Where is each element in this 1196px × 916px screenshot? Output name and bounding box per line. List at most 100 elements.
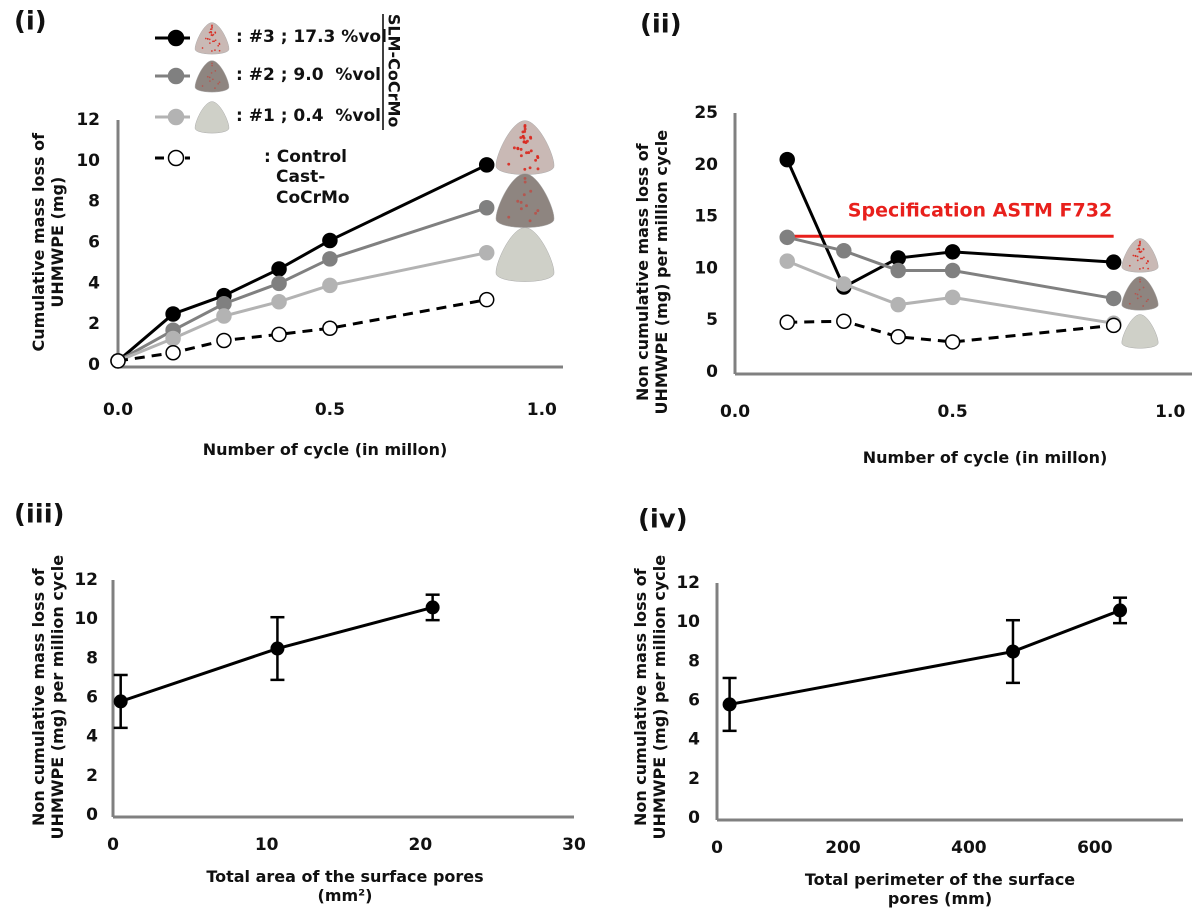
- data-point: [165, 330, 181, 347]
- data-point: [165, 345, 181, 361]
- pore: [525, 139, 529, 143]
- data-point: [271, 326, 287, 343]
- y-tick-label: 5: [706, 310, 718, 330]
- pore: [1138, 268, 1141, 270]
- data-point: [1113, 603, 1128, 618]
- y-tick-label: 15: [694, 207, 718, 227]
- pore: [1137, 244, 1140, 247]
- pore: [534, 211, 538, 215]
- pore: [523, 125, 527, 129]
- x-tick-label: 20: [408, 835, 432, 855]
- data-point: [110, 353, 126, 369]
- pore: [214, 49, 216, 51]
- pore: [1145, 262, 1148, 265]
- pore: [529, 189, 533, 193]
- pore: [519, 136, 523, 139]
- y-tick-label: 10: [676, 612, 700, 632]
- x-axis-label: Total area of the surface pores (mm²): [206, 867, 484, 906]
- x-axis-label: Number of cycle (in millon): [862, 448, 1108, 467]
- y-tick-label: 10: [74, 609, 98, 629]
- pore: [1139, 241, 1141, 244]
- y-tick-label: 12: [676, 573, 700, 593]
- y-tick-label: 0: [688, 808, 700, 828]
- data-point: [1005, 644, 1020, 659]
- data-point: [165, 306, 181, 322]
- y-tick-label: 6: [88, 233, 100, 253]
- pore: [1128, 302, 1131, 305]
- data-point: [944, 289, 961, 306]
- pore: [529, 135, 532, 139]
- data-point: [216, 332, 232, 349]
- pore: [523, 127, 527, 131]
- pore: [211, 62, 213, 65]
- pore: [201, 85, 204, 87]
- y-tick-label: 10: [76, 151, 100, 171]
- y-tick-label: 0: [86, 805, 98, 825]
- data-point: [779, 314, 795, 331]
- pore: [1139, 280, 1141, 283]
- pore: [523, 167, 527, 171]
- pore: [534, 158, 538, 162]
- implant-icon: [194, 60, 230, 93]
- pore: [1142, 247, 1145, 250]
- pore: [1145, 300, 1148, 303]
- pore: [519, 200, 523, 204]
- x-axis-label: Total perimeter of the surface pores (mm…: [804, 870, 1076, 909]
- data-point: [890, 329, 906, 345]
- y-tick-label: 2: [88, 314, 100, 334]
- pore: [1136, 297, 1139, 300]
- legend-marker: [167, 29, 185, 47]
- pore: [208, 76, 211, 79]
- pore: [211, 50, 213, 52]
- data-point: [944, 244, 961, 260]
- data-point: [1105, 290, 1122, 307]
- panel-title: (iv): [638, 505, 688, 535]
- pore: [536, 209, 540, 213]
- implant-icon: [1121, 314, 1159, 349]
- data-point: [722, 697, 737, 712]
- y-tick-label: 6: [688, 691, 700, 711]
- pore: [525, 204, 528, 208]
- x-tick-label: 1.0: [1155, 402, 1185, 422]
- pore: [1139, 278, 1141, 281]
- pore: [1138, 288, 1141, 291]
- pore: [1146, 260, 1149, 262]
- pore: [204, 37, 207, 40]
- pore: [210, 72, 213, 74]
- pore: [208, 31, 211, 34]
- pore: [1136, 293, 1139, 296]
- legend-marker: [167, 149, 185, 167]
- pore: [522, 193, 526, 197]
- implant-icon: [1121, 276, 1159, 311]
- series-line: [117, 163, 488, 363]
- pore: [214, 87, 216, 89]
- pore: [206, 75, 209, 78]
- data-point: [322, 320, 338, 336]
- pore: [523, 176, 527, 180]
- data-point: [944, 334, 961, 350]
- data-point: [478, 244, 495, 261]
- data-point: [779, 229, 795, 246]
- pore: [527, 151, 531, 155]
- implant-icon: [495, 227, 555, 282]
- data-point: [270, 641, 285, 656]
- pore: [1136, 248, 1139, 250]
- data-point: [216, 308, 232, 324]
- y-tick-label: 2: [688, 769, 700, 789]
- implant-icon: [1121, 238, 1159, 273]
- pore: [507, 162, 511, 166]
- pore: [1138, 248, 1141, 251]
- data-point: [836, 276, 852, 292]
- panel-title: (iii): [14, 500, 65, 530]
- panel-title: (ii): [640, 10, 682, 40]
- x-tick-label: 0.5: [938, 402, 968, 422]
- data-point: [113, 694, 128, 709]
- pore: [536, 155, 539, 158]
- legend-label: : #1 ; 0.4 %vol: [236, 106, 381, 126]
- y-tick-label: 0: [88, 355, 100, 375]
- pore: [1147, 267, 1150, 270]
- pore: [218, 42, 221, 45]
- pore: [217, 82, 220, 85]
- data-point: [836, 313, 852, 329]
